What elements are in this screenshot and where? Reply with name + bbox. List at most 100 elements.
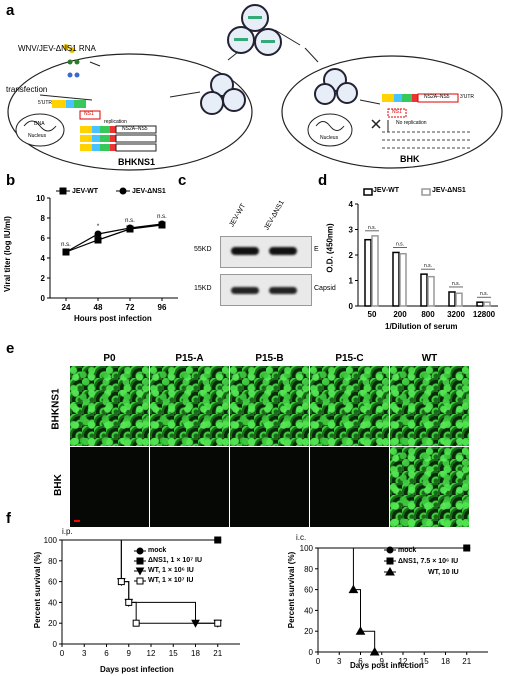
- ns1-label: NS1: [84, 111, 94, 117]
- d-legend-wt: JEV-WT: [373, 187, 400, 194]
- scale-bar: [74, 520, 80, 522]
- d-legend-swatch: [421, 188, 431, 196]
- f-legend-0: mock: [148, 547, 167, 554]
- genome-bars-right: [382, 93, 470, 149]
- g-route: i.c.: [296, 533, 307, 542]
- f-xtick-label: 0: [60, 649, 65, 658]
- d-bar: [476, 301, 484, 307]
- e-row-bhkns1: BHKNS1: [50, 388, 62, 430]
- utr5-label: 5'UTR: [38, 100, 53, 106]
- b-legend-marker: [119, 187, 127, 195]
- virion-group-right: [314, 68, 358, 105]
- c-mw-15: 15KD: [194, 285, 212, 292]
- micro-bhk-p15b: [230, 447, 309, 527]
- g-xtick-label: 0: [316, 657, 321, 666]
- c-protein-e: E: [314, 246, 319, 253]
- g-ytick-label: 20: [304, 627, 313, 636]
- g-xtick-label: 18: [441, 657, 450, 666]
- e-col-wt: WT: [421, 353, 438, 364]
- f-ylabel: Percent survival (%): [33, 551, 43, 629]
- b-legend-dns1: JEV-ΔNS1: [132, 188, 166, 195]
- b-xlabel: Hours post infection: [74, 314, 152, 323]
- b-series-line: [65, 224, 163, 253]
- d-xtick-label: 12800: [473, 310, 496, 319]
- f-route: i.p.: [62, 527, 73, 536]
- blot-capsid: [220, 274, 312, 306]
- gene-label-right: NS2A–NS5: [424, 94, 450, 100]
- panel-label-d: d: [318, 172, 328, 189]
- d-bar: [371, 235, 379, 307]
- gene-label: NS2A–NS5: [122, 126, 148, 132]
- genome-bars-left: [52, 100, 157, 152]
- b-point: [126, 224, 134, 232]
- chart-g: 0 20 40 60 80 100 0 3 6 9 12 15 18 21: [300, 544, 488, 666]
- f-xtick-label: 3: [82, 649, 87, 658]
- d-xtick-label: 800: [421, 310, 435, 319]
- f-ytick-label: 20: [48, 619, 57, 628]
- f-legend-marker: [136, 557, 144, 565]
- d-xlabel: 1/Dilution of serum: [385, 322, 458, 331]
- b-point: [94, 236, 102, 244]
- b-xtick-label: 48: [94, 303, 103, 312]
- d-ytick-label: 4: [349, 200, 354, 209]
- d-bar: [455, 292, 463, 307]
- f-point: [214, 619, 222, 627]
- schematic-diagram: [7, 4, 503, 171]
- b-annotation: n.s.: [61, 242, 71, 248]
- b-ytick-label: 8: [41, 214, 46, 223]
- f-legend-1: ΔNS1, 1 × 10⁷ IU: [148, 557, 203, 564]
- c-lane-dns1: JEV-ΔNS1: [263, 199, 286, 232]
- f-xtick-label: 9: [127, 649, 132, 658]
- g-xtick-label: 21: [462, 657, 471, 666]
- g-ytick-label: 60: [304, 586, 313, 595]
- d-ns-label: n.s.: [480, 291, 488, 297]
- g-legend-0: mock: [398, 547, 417, 554]
- f-xtick-label: 15: [169, 649, 178, 658]
- b-point: [62, 248, 70, 256]
- g-legend-marker: [386, 557, 394, 565]
- micro-bhkns1-p15c: [310, 366, 389, 446]
- b-point: [94, 230, 102, 238]
- b-xtick-label: 24: [62, 303, 71, 312]
- d-bar: [483, 301, 491, 307]
- chart-f: 0 20 40 60 80 100 0 3 6 9 12 15 18 21: [44, 536, 240, 658]
- d-bar: [427, 275, 435, 307]
- d-legend-dns1: JEV-ΔNS1: [432, 187, 466, 194]
- g-point: [369, 646, 380, 656]
- f-xlabel: Days post infection: [100, 665, 174, 674]
- d-bar: [392, 251, 400, 307]
- d-xtick-label: 3200: [447, 310, 465, 319]
- panel-label-c: c: [178, 172, 187, 189]
- f-legend-2: WT, 1 × 10⁶ IU: [148, 567, 194, 574]
- b-ytick-label: 4: [41, 254, 46, 263]
- d-bar: [448, 291, 456, 307]
- f-legend-3: WT, 1 × 10⁷ IU: [148, 577, 194, 584]
- d-ytick-label: 0: [349, 302, 354, 311]
- panel-label-e: e: [6, 340, 15, 357]
- b-legend-marker: [59, 187, 67, 195]
- utr3-label: 3'UTR: [460, 94, 475, 100]
- d-ns-label: n.s.: [396, 241, 404, 247]
- g-legend-2: WT, 10 IU: [428, 569, 459, 576]
- f-ytick-label: 100: [44, 536, 58, 545]
- c-mw-55: 55KD: [194, 246, 212, 253]
- f-point: [214, 536, 222, 544]
- chart-d: 0 1 2 3 4 50 n.s. 200 n.s. 800 n.s. 3200 n.s. 12800 n.…: [349, 188, 498, 319]
- d-ytick-label: 3: [349, 226, 354, 235]
- d-xtick-label: 200: [393, 310, 407, 319]
- b-ytick-label: 6: [41, 234, 46, 243]
- panel-label-a: a: [6, 2, 15, 19]
- micro-bhk-p0: [70, 447, 149, 527]
- dna-label: DNA: [34, 121, 45, 127]
- no-replication-label: No replication: [396, 120, 427, 126]
- b-xtick-label: 72: [126, 303, 135, 312]
- f-xtick-label: 21: [213, 649, 222, 658]
- nucleus-label-right: Nucleus: [320, 135, 339, 141]
- f-ytick-label: 80: [48, 557, 57, 566]
- micro-bhkns1-wt: [390, 366, 469, 446]
- g-point: [463, 544, 471, 552]
- e-row-bhk: BHK: [52, 474, 64, 496]
- d-ns-label: n.s.: [452, 281, 460, 287]
- b-ytick-label: 0: [41, 294, 46, 303]
- d-ytick-label: 2: [349, 251, 354, 260]
